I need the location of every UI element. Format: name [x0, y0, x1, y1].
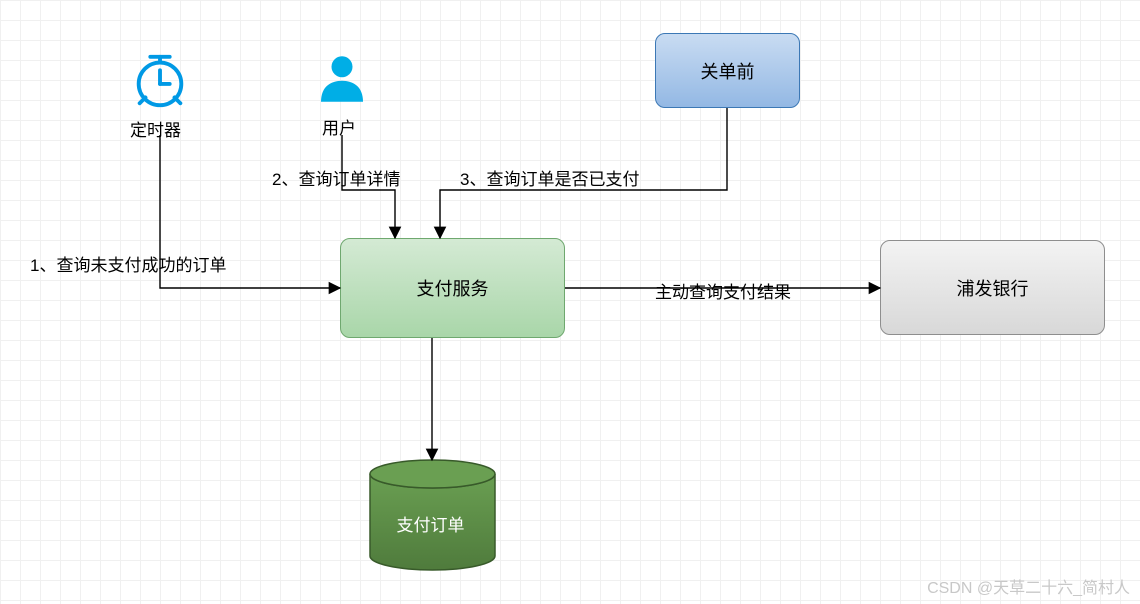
node-timer [125, 50, 195, 110]
node-user [312, 50, 372, 108]
node-close-before: 关单前 [655, 33, 800, 108]
node-user-label: 用户 [322, 114, 356, 139]
node-pufa-bank-label: 浦发银行 [957, 275, 1029, 301]
diagram-stage: 关单前 支付服务 浦发银行 定时器 [0, 0, 1140, 604]
clock-icon [129, 49, 191, 111]
node-timer-label: 定时器 [130, 116, 181, 141]
person-icon [314, 51, 370, 107]
edge-label-2: 2、查询订单详情 [272, 165, 400, 190]
edge-label-1: 1、查询未支付成功的订单 [30, 251, 226, 276]
watermark: CSDN @天草二十六_简村人 [927, 574, 1130, 598]
node-payment-order-label: 支付订单 [397, 511, 465, 536]
node-close-before-label: 关单前 [701, 58, 755, 84]
edge-label-3: 3、查询订单是否已支付 [460, 165, 639, 190]
edge-label-4: 主动查询支付结果 [655, 278, 791, 303]
node-payment-service: 支付服务 [340, 238, 565, 338]
node-pufa-bank: 浦发银行 [880, 240, 1105, 335]
node-payment-service-label: 支付服务 [417, 275, 489, 301]
